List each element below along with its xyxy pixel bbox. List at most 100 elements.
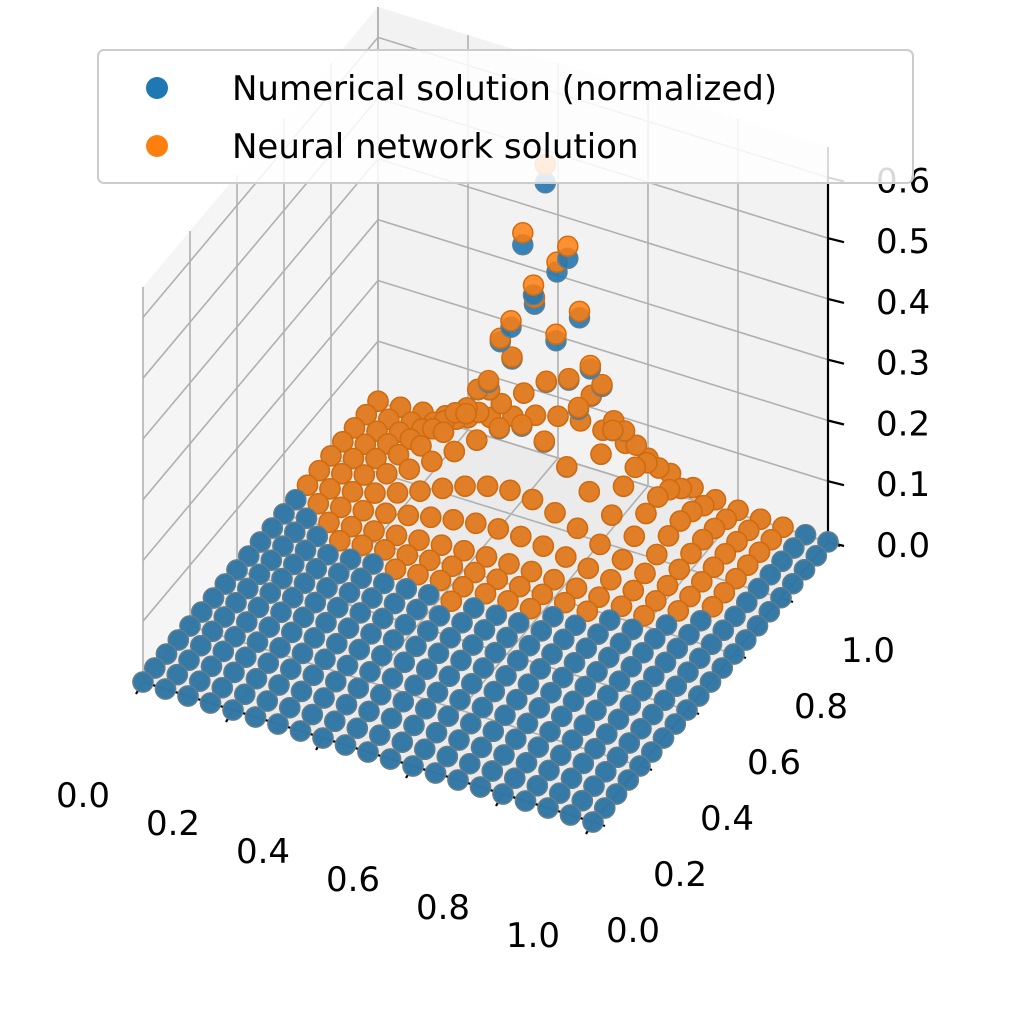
point-numerical bbox=[469, 776, 492, 798]
point-neural bbox=[510, 525, 532, 548]
point-numerical bbox=[572, 752, 595, 775]
point-numerical bbox=[514, 790, 537, 812]
point-numerical bbox=[224, 625, 246, 648]
point-numerical bbox=[690, 609, 712, 632]
point-neural bbox=[519, 597, 542, 620]
point-numerical bbox=[596, 723, 618, 745]
point-numerical bbox=[515, 751, 538, 774]
point-numerical bbox=[439, 627, 462, 649]
point-neural bbox=[354, 433, 377, 456]
point-numerical bbox=[451, 611, 473, 634]
point-neural bbox=[351, 534, 374, 556]
point-numerical bbox=[238, 545, 260, 567]
y-tick-label: 1.0 bbox=[841, 631, 895, 671]
point-neural bbox=[352, 499, 375, 522]
point-numerical bbox=[270, 601, 292, 624]
point-numerical bbox=[406, 598, 428, 621]
point-neural bbox=[430, 534, 453, 556]
point-numerical bbox=[282, 586, 304, 609]
point-numerical bbox=[414, 738, 436, 761]
point-numerical bbox=[805, 545, 828, 567]
point-neural bbox=[429, 569, 452, 592]
point-neural bbox=[374, 539, 396, 561]
point-neural bbox=[340, 515, 363, 538]
point-numerical bbox=[326, 632, 348, 655]
point-numerical bbox=[417, 620, 439, 642]
point-numerical bbox=[528, 697, 551, 719]
point-numerical bbox=[553, 628, 575, 651]
point-numerical bbox=[574, 675, 597, 698]
point-numerical bbox=[608, 670, 631, 692]
point-numerical bbox=[249, 531, 272, 553]
point-numerical bbox=[144, 657, 166, 679]
point-numerical bbox=[317, 543, 339, 566]
point-numerical bbox=[302, 664, 325, 687]
point-numerical bbox=[154, 678, 177, 700]
point-numerical bbox=[178, 649, 200, 671]
point-numerical bbox=[630, 717, 652, 740]
point-numerical bbox=[226, 559, 248, 581]
point-numerical bbox=[666, 637, 689, 660]
y-tick-label: 0.6 bbox=[747, 743, 801, 783]
point-numerical bbox=[518, 634, 541, 657]
point-numerical bbox=[214, 573, 237, 595]
point-neural bbox=[318, 511, 340, 534]
point-neural bbox=[602, 419, 624, 441]
point-neural bbox=[565, 577, 588, 599]
point-neural bbox=[453, 539, 475, 562]
point-numerical bbox=[281, 621, 303, 644]
point-numerical bbox=[529, 658, 552, 680]
point-neural bbox=[568, 300, 591, 323]
point-neural bbox=[554, 591, 576, 614]
point-numerical bbox=[132, 671, 154, 693]
point-numerical bbox=[247, 596, 270, 619]
point-neural bbox=[591, 373, 613, 396]
point-neural bbox=[432, 421, 455, 444]
point-numerical bbox=[540, 681, 562, 704]
point-numerical bbox=[394, 613, 417, 636]
point-neural bbox=[332, 430, 354, 453]
gridline-z-side bbox=[142, 219, 379, 501]
point-numerical bbox=[770, 586, 792, 609]
point-numerical bbox=[559, 804, 582, 826]
point-numerical bbox=[269, 636, 291, 659]
point-numerical bbox=[285, 488, 307, 511]
point-numerical bbox=[236, 611, 258, 633]
x-tick-label: 0.2 bbox=[146, 804, 200, 844]
point-numerical bbox=[289, 720, 312, 742]
point-neural bbox=[634, 562, 656, 585]
point-numerical bbox=[438, 665, 461, 688]
point-numerical bbox=[504, 767, 526, 790]
point-neural bbox=[521, 488, 544, 511]
point-numerical bbox=[360, 623, 382, 645]
point-numerical bbox=[448, 729, 470, 751]
point-neural bbox=[341, 480, 364, 503]
point-numerical bbox=[493, 744, 515, 766]
point-neural bbox=[363, 520, 385, 542]
point-numerical bbox=[473, 619, 496, 641]
point-numerical bbox=[261, 517, 284, 539]
point-numerical bbox=[771, 550, 793, 573]
point-neural bbox=[578, 480, 601, 503]
point-numerical bbox=[642, 703, 664, 726]
point-numerical bbox=[495, 665, 517, 687]
point-numerical bbox=[155, 643, 178, 665]
point-neural bbox=[497, 590, 519, 612]
point-neural bbox=[601, 504, 623, 526]
point-numerical bbox=[279, 696, 301, 719]
point-numerical bbox=[350, 567, 373, 590]
point-numerical bbox=[517, 673, 540, 695]
point-numerical bbox=[676, 699, 698, 721]
point-numerical bbox=[585, 699, 607, 722]
point-numerical bbox=[462, 634, 484, 656]
point-neural bbox=[397, 504, 420, 527]
point-neural bbox=[353, 464, 376, 486]
point-numerical bbox=[201, 620, 224, 643]
point-numerical bbox=[371, 644, 393, 667]
point-neural bbox=[365, 447, 387, 470]
point-numerical bbox=[562, 690, 585, 713]
point-numerical bbox=[481, 760, 504, 782]
point-numerical bbox=[380, 707, 403, 730]
point-numerical bbox=[664, 713, 687, 735]
point-neural bbox=[532, 535, 555, 557]
